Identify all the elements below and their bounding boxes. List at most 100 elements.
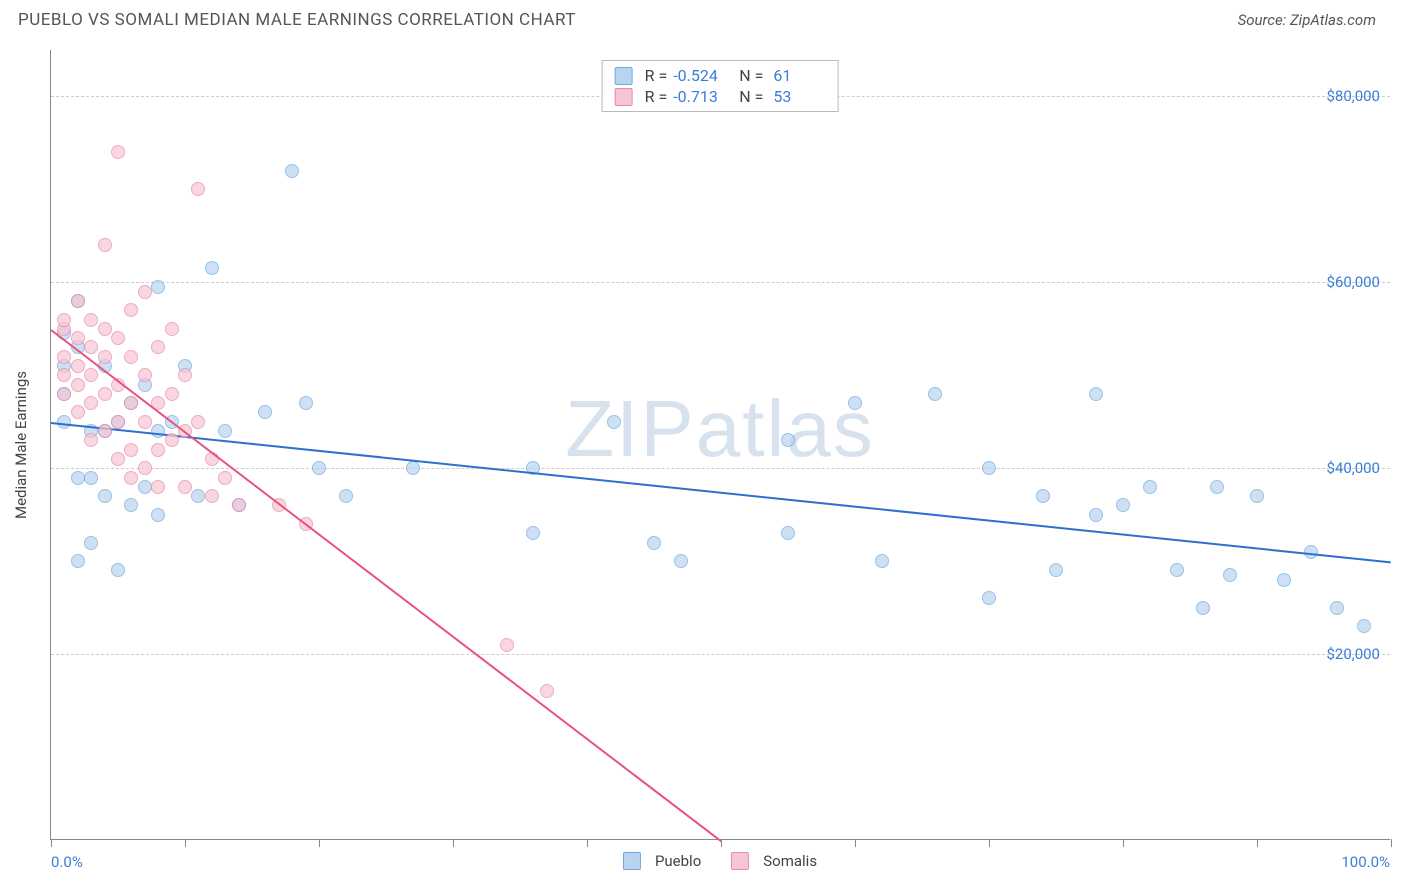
x-tick [453,839,454,847]
x-tick [587,839,588,847]
x-tick [855,839,856,847]
r-value-somalis: -0.713 [673,87,729,106]
data-point-pueblo [84,536,98,550]
data-point-pueblo [1277,573,1291,587]
data-point-somalis [111,452,125,466]
y-tick-label: $80,000 [1326,87,1380,105]
data-point-somalis [151,480,165,494]
swatch-pueblo [623,852,641,870]
data-point-pueblo [1089,508,1103,522]
data-point-somalis [98,387,112,401]
data-point-pueblo [1357,619,1371,633]
x-tick [1123,839,1124,847]
data-point-pueblo [1210,480,1224,494]
data-point-pueblo [982,461,996,475]
r-label: R = [645,66,668,85]
data-point-somalis [165,433,179,447]
data-point-somalis [57,313,71,327]
data-point-somalis [57,368,71,382]
data-point-pueblo [191,489,205,503]
data-point-somalis [124,303,138,317]
x-tick [185,839,186,847]
data-point-somalis [84,433,98,447]
data-point-somalis [151,340,165,354]
data-point-pueblo [151,424,165,438]
legend-label-pueblo: Pueblo [655,852,701,870]
data-point-pueblo [1170,563,1184,577]
legend-item-pueblo: Pueblo [623,852,701,870]
data-point-pueblo [285,164,299,178]
data-point-somalis [138,285,152,299]
data-point-pueblo [1250,489,1264,503]
r-label: R = [645,87,668,106]
data-point-somalis [218,471,232,485]
gridline [51,468,1390,469]
data-point-somalis [165,387,179,401]
n-label: N = [735,87,763,106]
y-tick-label: $40,000 [1326,459,1380,477]
data-point-somalis [124,396,138,410]
data-point-pueblo [138,480,152,494]
data-point-somalis [71,294,85,308]
data-point-pueblo [218,424,232,438]
n-label: N = [735,66,763,85]
legend-label-somalis: Somalis [763,852,817,870]
data-point-somalis [111,415,125,429]
data-point-somalis [71,331,85,345]
data-point-pueblo [848,396,862,410]
data-point-pueblo [299,396,313,410]
data-point-pueblo [71,471,85,485]
data-point-pueblo [1223,568,1237,582]
plot-area: Median Male Earnings $20,000$40,000$60,0… [50,50,1390,840]
data-point-pueblo [781,526,795,540]
x-start-label: 0.0% [51,853,83,871]
data-point-somalis [540,684,554,698]
data-point-somalis [124,443,138,457]
swatch-somalis [731,852,749,870]
data-point-pueblo [875,554,889,568]
data-point-pueblo [674,554,688,568]
data-point-somalis [98,424,112,438]
data-point-pueblo [84,471,98,485]
data-point-pueblo [1049,563,1063,577]
data-point-somalis [111,331,125,345]
data-point-somalis [84,368,98,382]
chart-container: ZIPatlas Median Male Earnings $20,000$40… [50,50,1390,840]
data-point-pueblo [781,433,795,447]
x-tick [51,839,52,847]
trend-line-somalis [50,329,721,842]
data-point-pueblo [111,563,125,577]
data-point-somalis [178,480,192,494]
data-point-somalis [57,387,71,401]
r-value-pueblo: -0.524 [673,66,729,85]
x-end-label: 100.0% [1341,853,1390,871]
data-point-somalis [124,471,138,485]
data-point-pueblo [1116,498,1130,512]
data-point-somalis [138,368,152,382]
data-point-somalis [98,350,112,364]
trend-line-pueblo [51,422,1391,563]
data-point-somalis [191,182,205,196]
data-point-somalis [71,378,85,392]
data-point-somalis [124,350,138,364]
gridline [51,654,1390,655]
data-point-pueblo [71,554,85,568]
data-point-somalis [138,415,152,429]
legend-stats-box: R =-0.524 N = 61R =-0.713 N = 53 [602,60,839,112]
data-point-pueblo [151,280,165,294]
x-tick [1391,839,1392,847]
n-value-pueblo: 61 [769,66,825,85]
data-point-somalis [191,415,205,429]
data-point-somalis [232,498,246,512]
legend-item-somalis: Somalis [731,852,817,870]
data-point-pueblo [928,387,942,401]
data-point-somalis [138,461,152,475]
chart-title: PUEBLO VS SOMALI MEDIAN MALE EARNINGS CO… [18,10,576,30]
data-point-somalis [98,322,112,336]
data-point-pueblo [647,536,661,550]
y-tick-label: $20,000 [1326,645,1380,663]
data-point-somalis [111,145,125,159]
data-point-somalis [151,443,165,457]
data-point-pueblo [1036,489,1050,503]
y-tick-label: $60,000 [1326,273,1380,291]
